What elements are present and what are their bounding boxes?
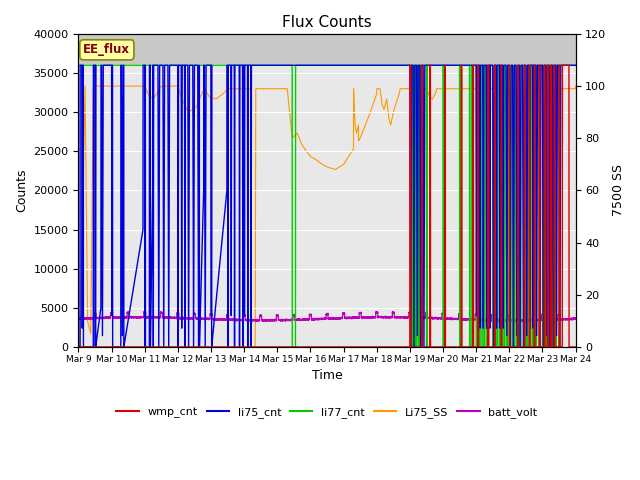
Title: Flux Counts: Flux Counts [282, 15, 372, 30]
Legend: wmp_cnt, li75_cnt, li77_cnt, Li75_SS, batt_volt: wmp_cnt, li75_cnt, li77_cnt, Li75_SS, ba… [112, 403, 542, 422]
X-axis label: Time: Time [312, 369, 342, 382]
Y-axis label: Counts: Counts [15, 168, 28, 212]
Text: EE_flux: EE_flux [83, 43, 131, 56]
Y-axis label: 7500 SS: 7500 SS [612, 165, 625, 216]
Bar [79, 34, 575, 64]
